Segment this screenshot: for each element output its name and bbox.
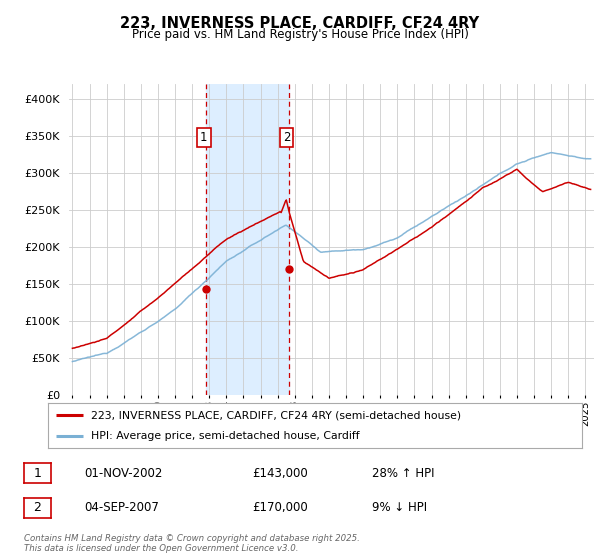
- Bar: [206, 84, 289, 395]
- Text: 1: 1: [200, 131, 208, 144]
- Text: 1: 1: [34, 466, 41, 480]
- Text: 04-SEP-2007: 04-SEP-2007: [84, 501, 159, 515]
- Text: Price paid vs. HM Land Registry's House Price Index (HPI): Price paid vs. HM Land Registry's House …: [131, 28, 469, 41]
- Text: HPI: Average price, semi-detached house, Cardiff: HPI: Average price, semi-detached house,…: [91, 431, 359, 441]
- Text: £143,000: £143,000: [252, 466, 308, 480]
- Text: 9% ↓ HPI: 9% ↓ HPI: [372, 501, 427, 515]
- Text: 223, INVERNESS PLACE, CARDIFF, CF24 4RY: 223, INVERNESS PLACE, CARDIFF, CF24 4RY: [121, 16, 479, 31]
- Text: 01-NOV-2002: 01-NOV-2002: [84, 466, 163, 480]
- Text: 223, INVERNESS PLACE, CARDIFF, CF24 4RY (semi-detached house): 223, INVERNESS PLACE, CARDIFF, CF24 4RY …: [91, 410, 461, 421]
- Text: £170,000: £170,000: [252, 501, 308, 515]
- Text: 28% ↑ HPI: 28% ↑ HPI: [372, 466, 434, 480]
- Text: 2: 2: [34, 501, 41, 515]
- Text: 2: 2: [283, 131, 290, 144]
- Text: Contains HM Land Registry data © Crown copyright and database right 2025.
This d: Contains HM Land Registry data © Crown c…: [24, 534, 360, 553]
